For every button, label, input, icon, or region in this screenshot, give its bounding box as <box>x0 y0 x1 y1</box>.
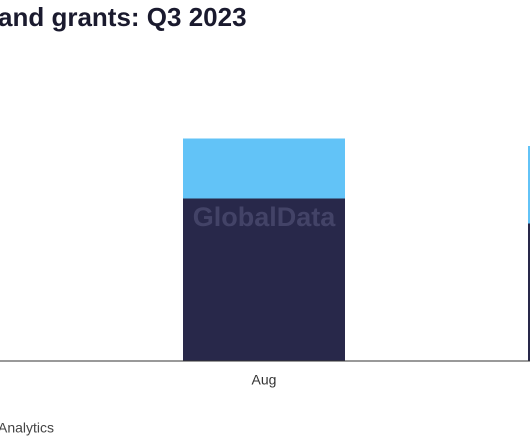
source-note: Analytics <box>0 420 54 436</box>
bar-segment <box>528 146 530 224</box>
x-tick-label: Aug <box>252 372 277 388</box>
bar-segment <box>183 138 345 199</box>
watermark: GlobalData <box>193 202 337 232</box>
bar-segment <box>528 223 530 361</box>
bar-segment <box>183 198 345 361</box>
plot-area <box>183 138 530 361</box>
chart-title: and grants: Q3 2023 <box>0 2 247 32</box>
